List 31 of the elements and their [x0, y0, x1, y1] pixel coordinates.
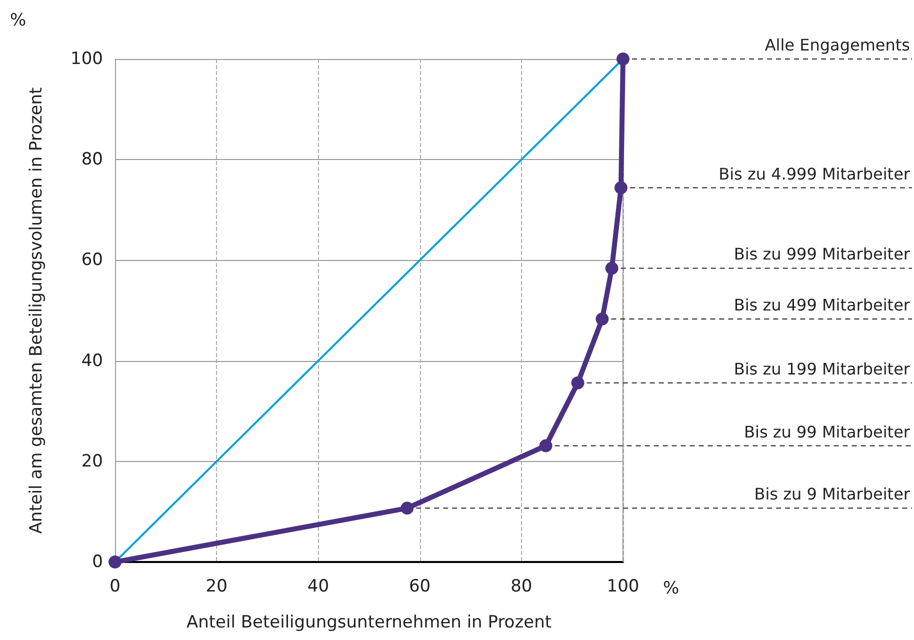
point [108, 556, 122, 568]
text: % [10, 10, 26, 30]
annotation: Alle Engagements [764, 36, 910, 54]
text: % [663, 578, 680, 598]
annotation: Bis zu 499 Mitarbeiter [734, 296, 910, 315]
x-tick-label: 0 [110, 576, 120, 596]
x-tick-label: 40 [307, 576, 330, 596]
y-tick-label: 100 [70, 49, 103, 69]
y-axis-title: Anteil am gesamten Beteiligungsvolumen in Prozent [26, 86, 46, 534]
point [605, 262, 618, 275]
point [571, 376, 584, 390]
x-tick-label: 20 [206, 576, 228, 596]
x-tick-label: 80 [510, 576, 532, 596]
y-tick-label: 40 [81, 350, 103, 371]
x-axis-title: Anteil Beteiligungsunternehmen in Prozent [186, 612, 552, 632]
point [596, 312, 609, 326]
annotation: Bis zu 4.999 Mitarbeiter [718, 164, 910, 184]
annotation: Bis zu 99 Mitarbeiter [744, 422, 910, 442]
annotation: Bis zu 999 Mitarbeiter [734, 244, 910, 264]
y-tick-label: 80 [81, 150, 103, 170]
point [614, 181, 628, 194]
y-tick-label: 60 [81, 250, 103, 270]
annotation: Bis zu 199 Mitarbeiter [734, 359, 910, 378]
y-tick-label: 0 [92, 552, 103, 572]
x-tick-label: 100 [606, 576, 640, 596]
x-tick-label: 60 [408, 576, 431, 596]
point [616, 52, 630, 66]
point [539, 439, 552, 452]
annotation: Bis zu 9 Mitarbeiter [754, 484, 910, 504]
y-tick-label: 20 [81, 451, 103, 472]
point [400, 502, 414, 515]
